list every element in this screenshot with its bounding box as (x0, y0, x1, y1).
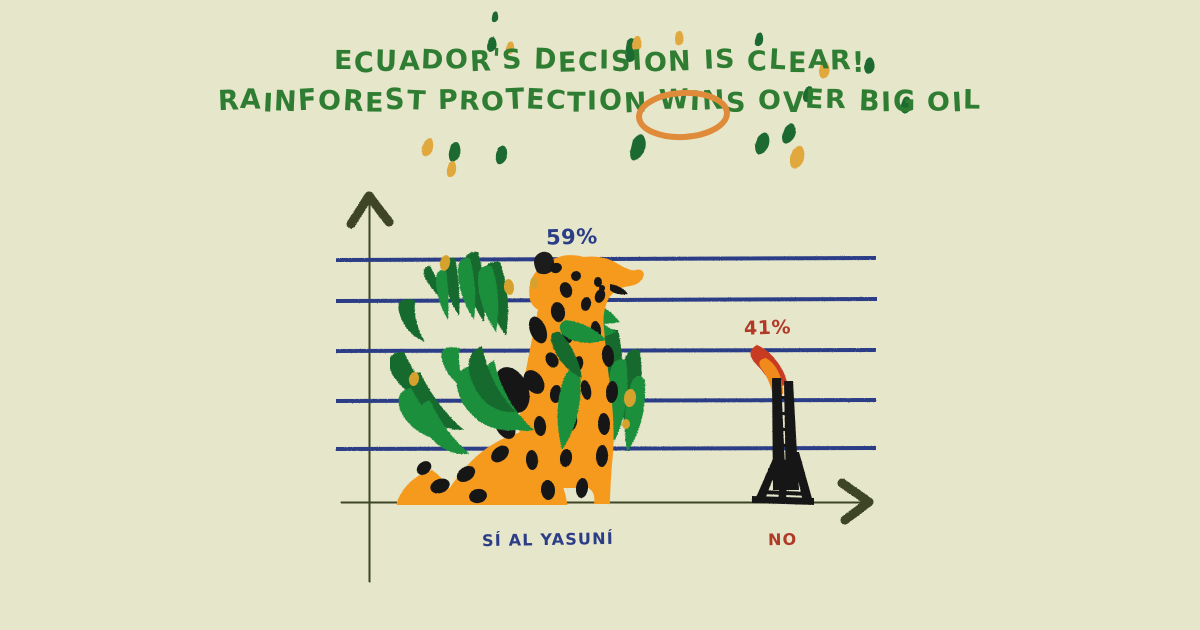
wins-highlight-circle (636, 89, 730, 141)
foliage-front (441, 320, 606, 450)
bar-si-al-yasuni (390, 251, 646, 505)
jaguar-illustration (396, 251, 644, 505)
y-axis-arrowhead-icon (346, 191, 394, 229)
jaguar-body (519, 256, 644, 504)
jaguar-ear (534, 251, 555, 275)
confetti-decorations (421, 11, 912, 178)
bar-no (750, 345, 814, 505)
category-label-si-al-yasuni: SÍ AL YASUNÍ (481, 528, 615, 551)
y-axis-line (364, 200, 375, 583)
category-label-no: NO (767, 529, 798, 550)
oil-derrick-illustration (752, 378, 814, 505)
x-axis-arrowhead-icon (837, 478, 874, 525)
foliage-front-dark (468, 331, 582, 413)
value-label-no: 41% (743, 316, 792, 340)
value-label-si-al-yasuni: 59% (545, 224, 599, 250)
foliage-gold-accents (408, 255, 637, 429)
jaguar-haunch (441, 430, 568, 505)
